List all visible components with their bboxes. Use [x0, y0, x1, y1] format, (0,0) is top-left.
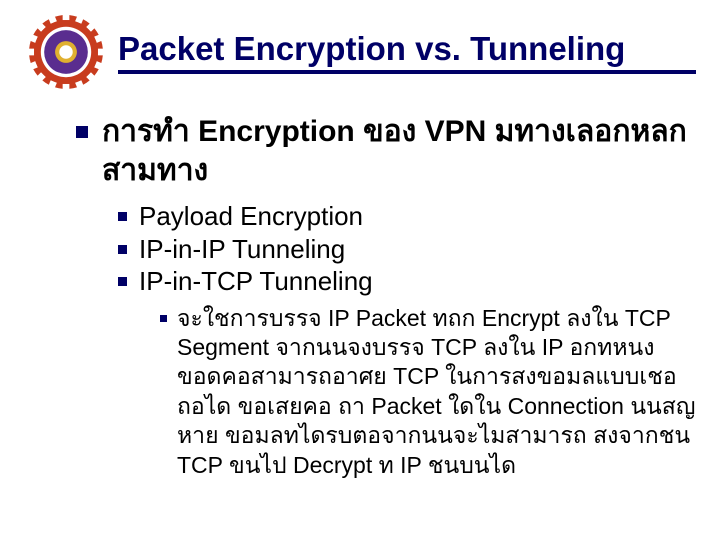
bullet-level3: จะใชการบรรจ IP Packet ทถก Encrypt ลงใน T… [160, 304, 696, 481]
square-bullet-icon [118, 212, 127, 221]
bullet-level2: Payload Encryption [118, 200, 696, 233]
level3-text: จะใชการบรรจ IP Packet ทถก Encrypt ลงใน T… [177, 304, 696, 481]
square-bullet-icon [76, 126, 88, 138]
slide: Packet Encryption vs. Tunneling การทำ En… [0, 0, 720, 540]
content: การทำ Encryption ของ VPN มทางเลอกหลกสามท… [24, 94, 696, 480]
university-logo [24, 10, 108, 94]
square-bullet-icon [118, 277, 127, 286]
slide-title: Packet Encryption vs. Tunneling [118, 30, 696, 74]
level2-text: IP-in-TCP Tunneling [139, 265, 373, 298]
square-bullet-icon [118, 245, 127, 254]
header: Packet Encryption vs. Tunneling [24, 10, 696, 94]
bullet-level1: การทำ Encryption ของ VPN มทางเลอกหลกสามท… [76, 112, 696, 190]
level1-text: การทำ Encryption ของ VPN มทางเลอกหลกสามท… [102, 112, 696, 190]
bullet-level2: IP-in-TCP Tunneling [118, 265, 696, 298]
level3-block: จะใชการบรรจ IP Packet ทถก Encrypt ลงใน T… [118, 298, 696, 481]
square-bullet-icon [160, 315, 167, 322]
bullet-level2: IP-in-IP Tunneling [118, 233, 696, 266]
level2-text: IP-in-IP Tunneling [139, 233, 345, 266]
level2-block: Payload Encryption IP-in-IP Tunneling IP… [76, 190, 696, 480]
level2-text: Payload Encryption [139, 200, 363, 233]
